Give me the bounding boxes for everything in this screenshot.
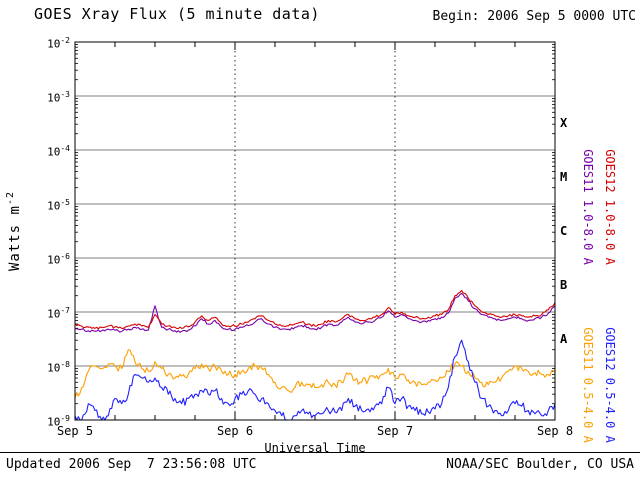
flux-class-letter-A: A — [560, 332, 568, 346]
y-tick-label: 10-9 — [47, 414, 70, 429]
y-axis-label-text: Watts m — [6, 205, 23, 272]
series-goes12-long — [74, 289, 556, 330]
x-tick-label: Sep 6 — [216, 424, 254, 438]
series-label-goes12-short: GOES12 0.5-4.0 A — [603, 327, 617, 443]
chart-title: GOES Xray Flux (5 minute data) — [34, 5, 320, 23]
series-label-goes12-long: GOES12 1.0-8.0 A — [603, 149, 617, 265]
x-axis-label: Universal Time — [264, 441, 366, 455]
flux-class-letter-C: C — [560, 224, 568, 238]
x-tick-label: Sep 7 — [376, 424, 414, 438]
y-tick-label: 10-4 — [47, 144, 70, 159]
flux-class-letter-M: M — [560, 170, 568, 184]
flux-class-letter-B: B — [560, 278, 568, 292]
series-goes11-short — [74, 349, 556, 399]
plot-frame — [74, 41, 556, 421]
begin-time: Begin: 2006 Sep 5 0000 UTC — [432, 9, 637, 24]
series-goes12-short — [74, 339, 556, 421]
y-tick-label: 10-5 — [47, 198, 70, 213]
x-tick-label: Sep 5 — [56, 424, 94, 438]
series-label-goes11-long: GOES11 1.0-8.0 A — [581, 149, 595, 265]
y-tick-label: 10-2 — [47, 36, 70, 51]
y-tick-label: 10-6 — [47, 252, 70, 267]
flux-curves — [74, 289, 556, 421]
series-goes11-long — [74, 292, 556, 333]
y-axis-label-exponent: -2 — [5, 190, 17, 206]
axis-ticks — [74, 42, 556, 420]
x-tick-label: Sep 8 — [536, 424, 574, 438]
y-tick-label: 10-8 — [47, 360, 70, 375]
y-tick-label: 10-3 — [47, 90, 70, 105]
source-credit: NOAA/SEC Boulder, CO USA — [446, 457, 634, 472]
grid-lines — [75, 42, 555, 420]
y-tick-label: 10-7 — [47, 306, 70, 321]
flux-class-letter-X: X — [560, 116, 568, 130]
updated-timestamp: Updated 2006 Sep 7 23:56:08 UTC — [6, 457, 257, 472]
footer-divider — [0, 452, 640, 453]
y-axis-label: Watts m-2 — [5, 191, 23, 271]
series-label-goes11-short: GOES11 0.5-4.0 A — [581, 327, 595, 443]
